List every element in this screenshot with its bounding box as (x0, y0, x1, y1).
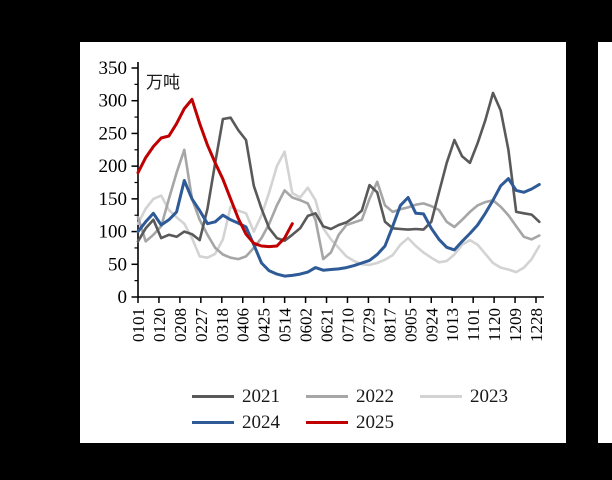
x-axis-tick-label: 0710 (338, 308, 357, 342)
x-axis-tick-label: 0101 (129, 308, 148, 342)
y-axis-tick-label: 100 (99, 222, 128, 243)
x-axis-tick-label: 0406 (234, 308, 253, 342)
x-axis-tick-label: 0120 (150, 308, 169, 342)
x-axis-tick-label: 0602 (297, 308, 316, 342)
legend-label-2023: 2023 (470, 385, 508, 407)
x-axis-tick-label: 0425 (255, 308, 274, 342)
line-chart: 0 50 100 150 200 250 300 350 0101 0120 0208 0227 031… (99, 58, 547, 343)
y-axis-tick-label: 0 (118, 287, 128, 308)
legend-swatch-2022 (306, 394, 348, 398)
x-axis-tick-label: 1120 (485, 308, 504, 341)
x-axis-tick-label: 0514 (276, 308, 295, 343)
chart-legend: 2021 2022 2023 2024 2025 (192, 383, 552, 435)
legend-item-2025: 2025 (306, 409, 420, 435)
page-edge-strip (598, 42, 612, 443)
legend-label-2024: 2024 (242, 411, 280, 433)
x-axis-tick-label: 1228 (527, 308, 546, 342)
x-axis-tick-label: 0924 (422, 308, 441, 343)
legend-item-2024: 2024 (192, 409, 306, 435)
x-axis-tick-label: 0905 (401, 308, 420, 342)
legend-item-2023: 2023 (420, 383, 534, 409)
unit-label: 万吨 (146, 73, 180, 92)
chart-panel: 0 50 100 150 200 250 300 350 0101 0120 0208 0227 031… (80, 42, 566, 443)
legend-label-2021: 2021 (242, 385, 280, 407)
x-axis-tick-label: 0318 (213, 308, 232, 342)
series-line-2025 (136, 97, 294, 249)
legend-label-2025: 2025 (356, 411, 394, 433)
legend-swatch-2021 (192, 394, 234, 398)
x-axis-tick-label: 1209 (506, 308, 525, 342)
x-axis-tick-label: 1101 (464, 308, 483, 341)
x-axis-tick-label: 0227 (192, 308, 211, 343)
legend-swatch-2025 (306, 420, 348, 424)
y-axis-tick-label: 150 (99, 189, 128, 210)
x-axis-tick-label: 0208 (171, 308, 190, 342)
y-axis-tick-label: 50 (108, 254, 127, 275)
y-axis-tick-label: 300 (99, 91, 128, 112)
legend-swatch-2024 (192, 420, 234, 424)
x-axis-tick-label: 0817 (380, 308, 399, 343)
x-axis-tick-label: 0621 (318, 308, 337, 342)
legend-label-2022: 2022 (356, 385, 394, 407)
x-axis-tick-label: 1013 (443, 308, 462, 342)
series-line-2024 (136, 177, 541, 278)
y-axis-tick-label: 200 (99, 156, 128, 177)
legend-item-2022: 2022 (306, 383, 420, 409)
legend-swatch-2023 (420, 394, 462, 398)
y-axis-tick-label: 250 (99, 123, 128, 144)
y-axis-tick-label: 350 (99, 58, 128, 79)
legend-item-2021: 2021 (192, 383, 306, 409)
x-axis-tick-label: 0729 (359, 308, 378, 342)
series-line-2022 (136, 148, 541, 261)
series-line-2023 (136, 150, 541, 274)
